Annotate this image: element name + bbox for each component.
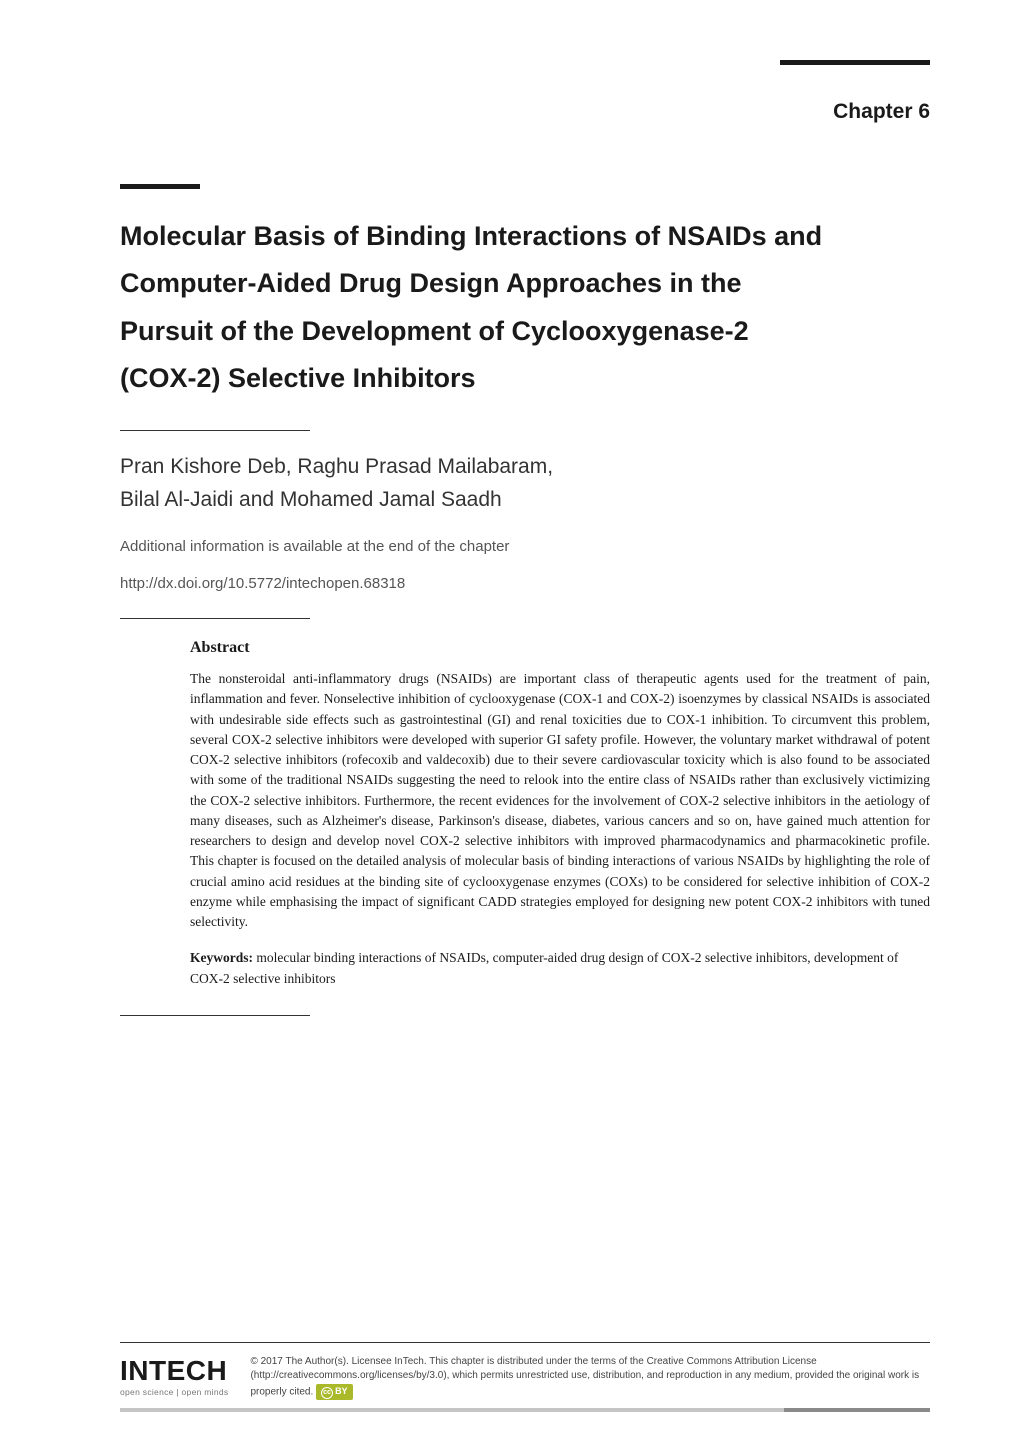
left-title-rule xyxy=(120,184,200,189)
copyright-block: © 2017 The Author(s). Licensee InTech. T… xyxy=(250,1355,930,1400)
title-line: Molecular Basis of Binding Interactions … xyxy=(120,221,822,251)
title-line: Computer-Aided Drug Design Approaches in… xyxy=(120,268,742,298)
abstract-body: The nonsteroidal anti-inflammatory drugs… xyxy=(190,669,930,932)
cc-icon: cc xyxy=(321,1387,333,1399)
footer: INTECH open science | open minds © 2017 … xyxy=(120,1342,930,1400)
doi-link[interactable]: http://dx.doi.org/10.5772/intechopen.683… xyxy=(120,575,930,592)
cc-badge-text: BY xyxy=(335,1386,348,1396)
keywords-text: molecular binding interactions of NSAIDs… xyxy=(190,950,898,985)
keywords-block: Keywords: molecular binding interactions… xyxy=(190,948,930,989)
title-divider xyxy=(120,430,310,431)
cc-license-badge: ccBY xyxy=(316,1384,353,1400)
chapter-title: Molecular Basis of Binding Interactions … xyxy=(120,213,930,402)
chapter-label: Chapter 6 xyxy=(120,100,930,124)
publisher-logo: INTECH open science | open minds xyxy=(120,1355,228,1397)
abstract-heading: Abstract xyxy=(190,639,930,657)
title-line: (COX-2) Selective Inhibitors xyxy=(120,363,476,393)
additional-info: Additional information is available at t… xyxy=(120,538,930,555)
authors-block: Pran Kishore Deb, Raghu Prasad Mailabara… xyxy=(120,451,930,516)
top-right-rule xyxy=(780,60,930,65)
authors-line: Pran Kishore Deb, Raghu Prasad Mailabara… xyxy=(120,455,553,478)
doi-divider xyxy=(120,618,310,619)
authors-line: Bilal Al-Jaidi and Mohamed Jamal Saadh xyxy=(120,488,502,511)
keywords-label: Keywords: xyxy=(190,950,253,965)
title-line: Pursuit of the Development of Cyclooxyge… xyxy=(120,316,749,346)
logo-text: INTECH xyxy=(120,1355,227,1387)
abstract-divider xyxy=(120,1015,310,1016)
logo-subtitle: open science | open minds xyxy=(120,1387,228,1397)
footer-bar xyxy=(120,1408,930,1412)
abstract-section: Abstract The nonsteroidal anti-inflammat… xyxy=(120,639,930,989)
